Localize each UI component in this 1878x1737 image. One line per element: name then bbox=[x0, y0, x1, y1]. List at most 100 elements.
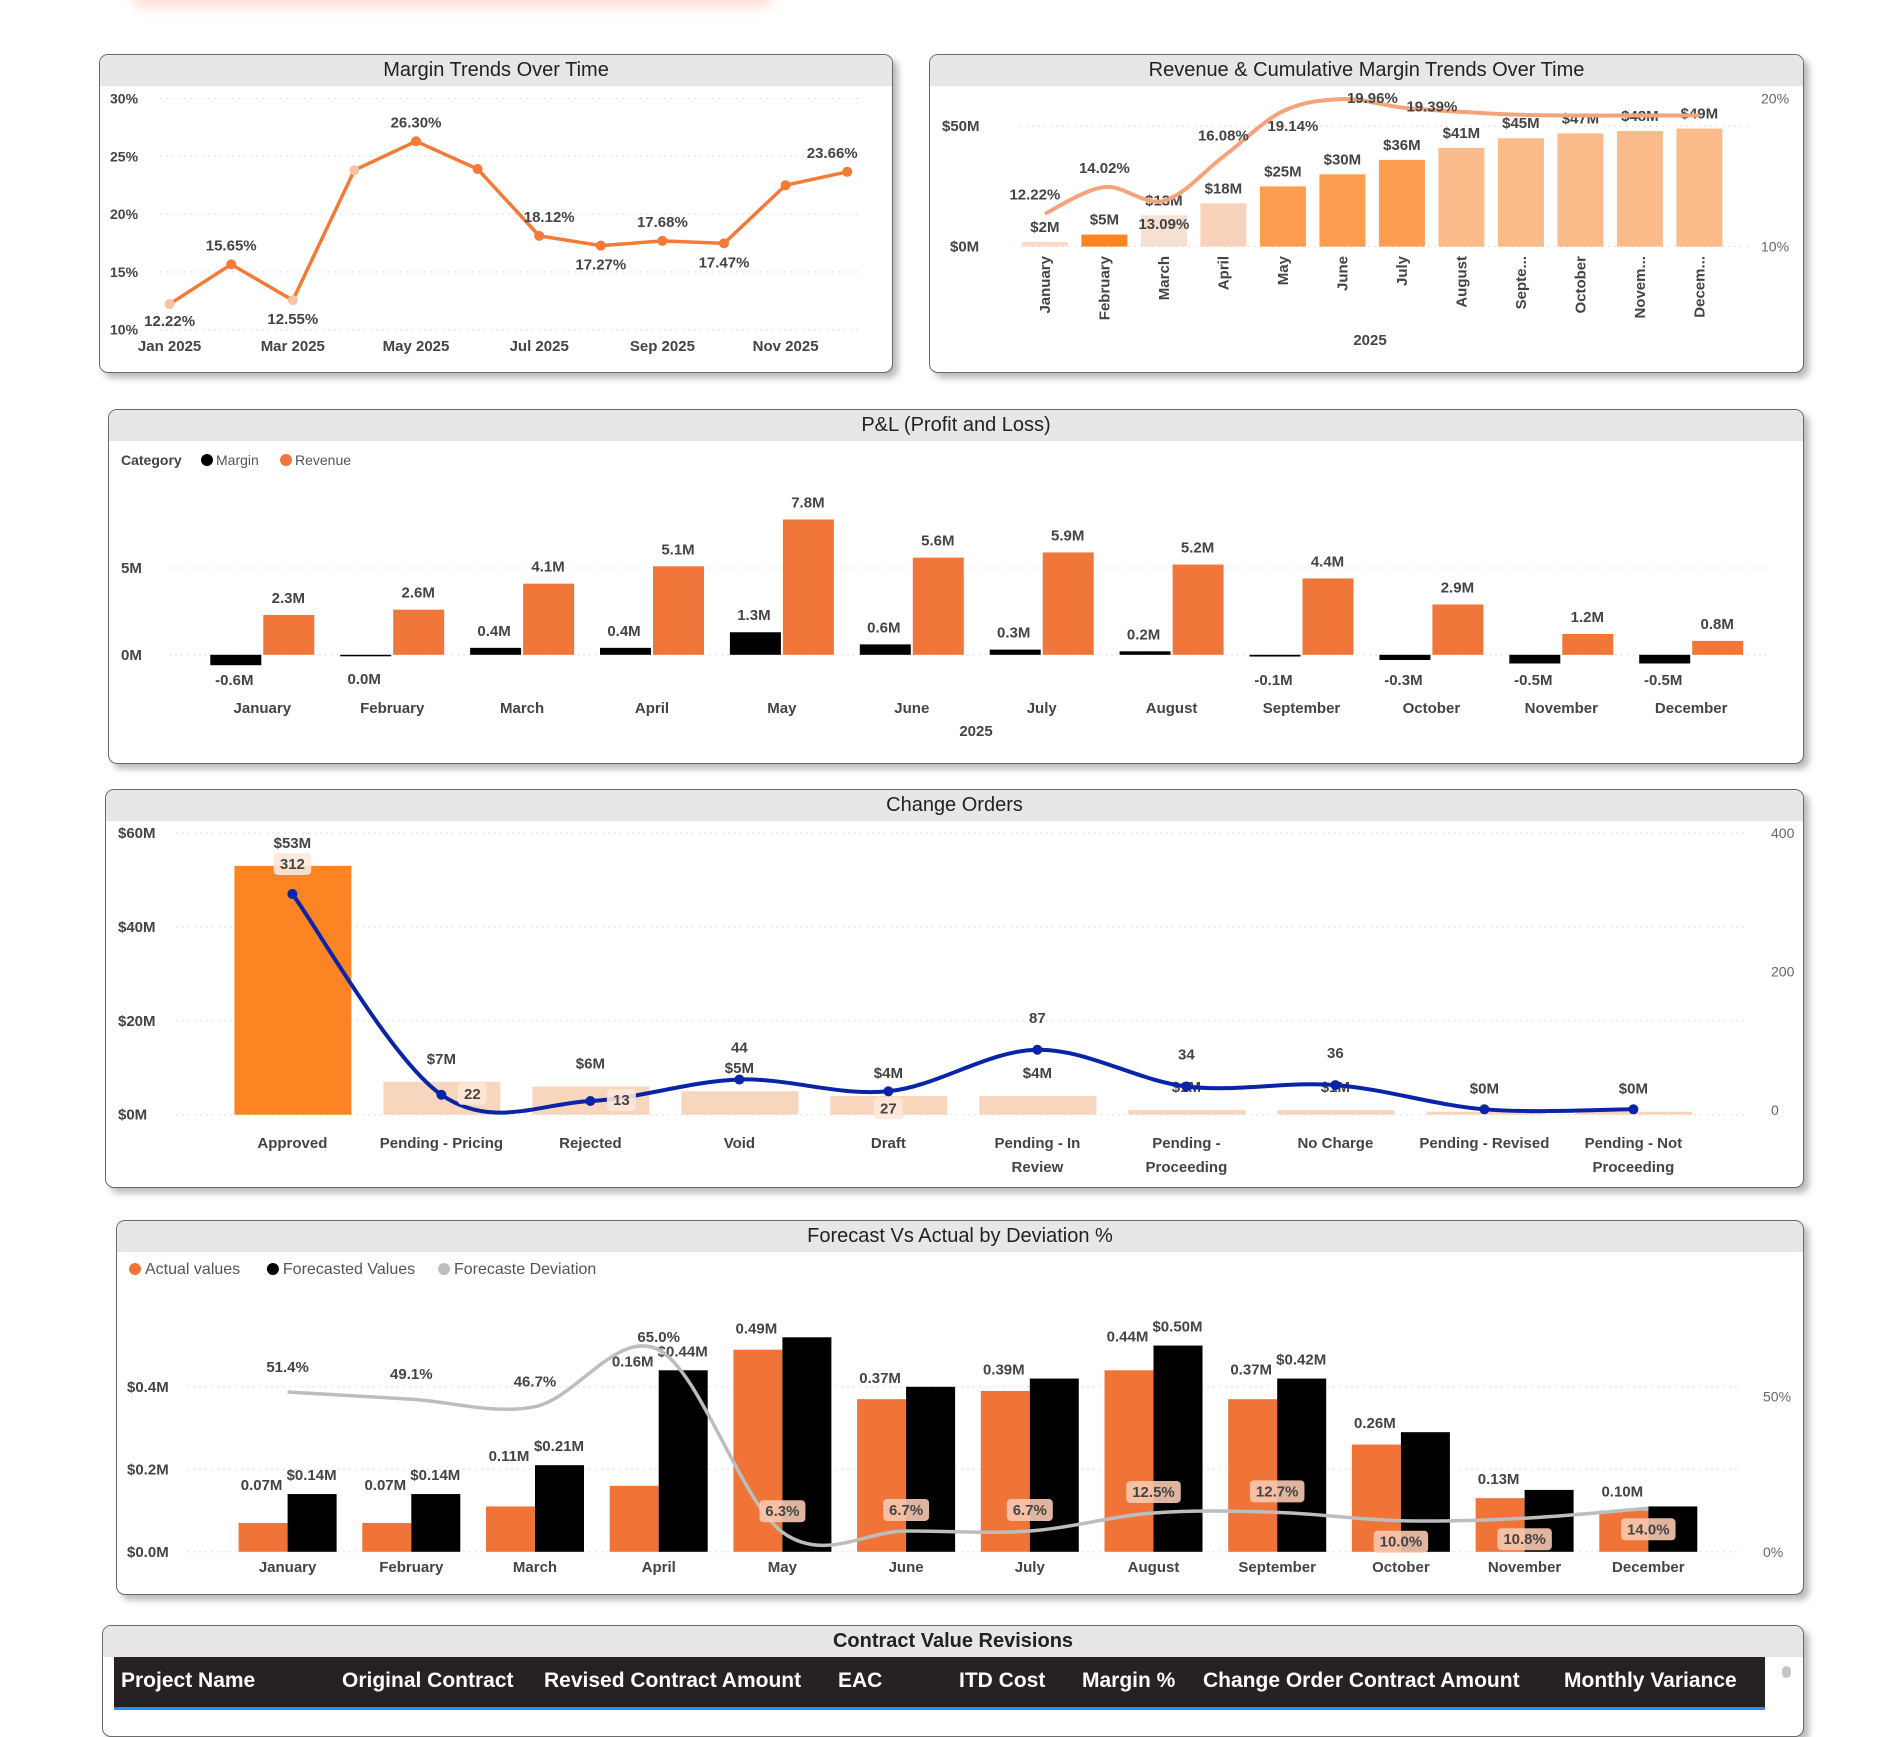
forecast-bar bbox=[906, 1386, 956, 1552]
margin-label: 0.4M bbox=[477, 623, 510, 640]
column-header-monthly-variance[interactable]: Monthly Variance bbox=[1564, 1669, 1737, 1692]
line-label: 16.08% bbox=[1198, 128, 1249, 145]
panel-title: Contract Value Revisions bbox=[103, 1626, 1803, 1657]
legend-label: Actual values bbox=[145, 1261, 240, 1278]
table-header: Project Name Original Contract Revised C… bbox=[114, 1657, 1765, 1710]
x-tick-label: November bbox=[1525, 700, 1599, 717]
bar-label: $53M bbox=[274, 835, 312, 852]
x-tick-label: February bbox=[360, 700, 425, 717]
actual-label: 0.49M bbox=[736, 1320, 778, 1337]
deviation-label-box bbox=[1621, 1518, 1676, 1541]
x-tick-label: May bbox=[767, 700, 797, 717]
x-tick-label: February bbox=[379, 1559, 444, 1576]
column-header-change-order-contract-amount[interactable]: Change Order Contract Amount bbox=[1203, 1669, 1520, 1692]
column-header-revised-contract-amount[interactable]: Revised Contract Amount bbox=[544, 1669, 802, 1692]
count-point bbox=[883, 1086, 894, 1097]
line-label: 12.22% bbox=[1009, 187, 1060, 204]
count-label: 87 bbox=[1029, 1010, 1046, 1027]
x-tick-label: September bbox=[1238, 1559, 1316, 1576]
x-tick-label: April bbox=[642, 1559, 676, 1576]
change-order-bar bbox=[1277, 1110, 1395, 1115]
deviation-label: 14.0% bbox=[1627, 1521, 1670, 1538]
revenue-bar bbox=[1319, 174, 1366, 247]
actual-label: 0.44M bbox=[1107, 1329, 1149, 1346]
revenue-label: 4.4M bbox=[1311, 553, 1344, 570]
margin-label: -0.1M bbox=[1254, 672, 1292, 689]
margin-bar bbox=[1379, 654, 1431, 661]
revenue-label: 2.9M bbox=[1441, 579, 1474, 596]
margin-line bbox=[168, 139, 848, 306]
margin-label: -0.5M bbox=[1644, 672, 1682, 689]
revenue-bar bbox=[1497, 138, 1544, 247]
y-tick-label: 10% bbox=[110, 322, 139, 338]
data-point bbox=[719, 238, 729, 249]
actual-label: 0.07M bbox=[241, 1477, 283, 1494]
margin-bar bbox=[1639, 654, 1691, 664]
count-label-box bbox=[273, 852, 312, 875]
y-right-tick-label: 0 bbox=[1771, 1102, 1779, 1118]
revenue-bar bbox=[1616, 131, 1663, 247]
y-tick-label: 15% bbox=[110, 264, 139, 280]
actual-bar bbox=[1104, 1370, 1154, 1552]
y-tick-label: 0M bbox=[121, 647, 142, 664]
y-left-tick-label: $0M bbox=[950, 239, 979, 256]
margin-bar bbox=[1509, 654, 1561, 664]
legend: Actual values Forecasted Values Forecaste … bbox=[129, 1261, 596, 1278]
actual-bar bbox=[362, 1522, 412, 1552]
forecast-bar bbox=[1277, 1378, 1327, 1552]
column-header-project-name[interactable]: Project Name bbox=[121, 1669, 256, 1692]
margin-bar bbox=[1119, 651, 1171, 655]
scrollbar[interactable] bbox=[1782, 1666, 1791, 1678]
deviation-label-box bbox=[1249, 1480, 1305, 1503]
change-order-bar bbox=[979, 1095, 1097, 1115]
y-left-tick-label: $20M bbox=[118, 1013, 156, 1030]
legend-marker bbox=[280, 454, 292, 466]
actual-label: 0.39M bbox=[983, 1362, 1025, 1379]
bar-label: $25M bbox=[1264, 163, 1302, 180]
x-tick-label: April bbox=[1215, 256, 1232, 290]
count-label: 27 bbox=[880, 1100, 897, 1117]
margin-label: 1.3M bbox=[737, 607, 770, 624]
data-point bbox=[411, 136, 421, 147]
data-point bbox=[780, 180, 791, 191]
margin-label: 0.2M bbox=[1127, 626, 1160, 643]
data-label: 17.27% bbox=[575, 257, 626, 274]
deviation-label: 46.7% bbox=[514, 1374, 557, 1391]
column-header-itd-cost[interactable]: ITD Cost bbox=[959, 1669, 1046, 1692]
margin-trends-panel: Margin Trends Over Time 10% 15% 20% 25% 30% J… bbox=[99, 54, 893, 373]
revenue-bar bbox=[1042, 552, 1094, 655]
revenue-label: 4.1M bbox=[531, 559, 564, 576]
y-right-tick-label: 200 bbox=[1771, 964, 1795, 980]
revenue-bar bbox=[653, 566, 704, 655]
legend-marker bbox=[201, 454, 213, 466]
count-label-box bbox=[606, 1088, 636, 1111]
margin-bar bbox=[340, 654, 392, 657]
margin-bar bbox=[470, 647, 522, 655]
bar-label: $30M bbox=[1324, 151, 1362, 168]
column-header-original-contract[interactable]: Original Contract bbox=[342, 1669, 514, 1692]
y-tick-label: 30% bbox=[110, 91, 139, 107]
forecast-actual-panel: Forecast Vs Actual by Deviation % Actual… bbox=[116, 1220, 1804, 1595]
x-tick-label: April bbox=[635, 700, 669, 717]
x-tick-label: March bbox=[500, 700, 544, 717]
revenue-bar bbox=[1378, 159, 1425, 247]
x-tick-label: Review bbox=[1012, 1159, 1064, 1176]
bar-label: $41M bbox=[1443, 125, 1481, 142]
actual-bar bbox=[486, 1506, 535, 1552]
change-order-bar bbox=[1128, 1110, 1246, 1115]
pnl-panel: P&L (Profit and Loss) Category Margin Reve… bbox=[108, 409, 1804, 764]
y-left-tick-label: $0.2M bbox=[127, 1461, 169, 1478]
bar-label: $7M bbox=[427, 1051, 456, 1068]
x-axis-title: 2025 bbox=[1353, 332, 1386, 349]
column-header-eac[interactable]: EAC bbox=[838, 1669, 883, 1692]
revenue-label: 5.2M bbox=[1181, 540, 1214, 557]
y-left-tick-label: $60M bbox=[118, 825, 156, 842]
column-header-margin-pct[interactable]: Margin % bbox=[1082, 1669, 1176, 1692]
bar-label: $4M bbox=[874, 1065, 903, 1082]
data-point bbox=[534, 230, 545, 241]
bar-label: $45M bbox=[1502, 115, 1540, 132]
forecast-bar bbox=[411, 1494, 461, 1552]
count-label: 34 bbox=[1178, 1046, 1195, 1063]
revenue-bar bbox=[912, 557, 964, 655]
revenue-bar bbox=[1438, 147, 1485, 247]
